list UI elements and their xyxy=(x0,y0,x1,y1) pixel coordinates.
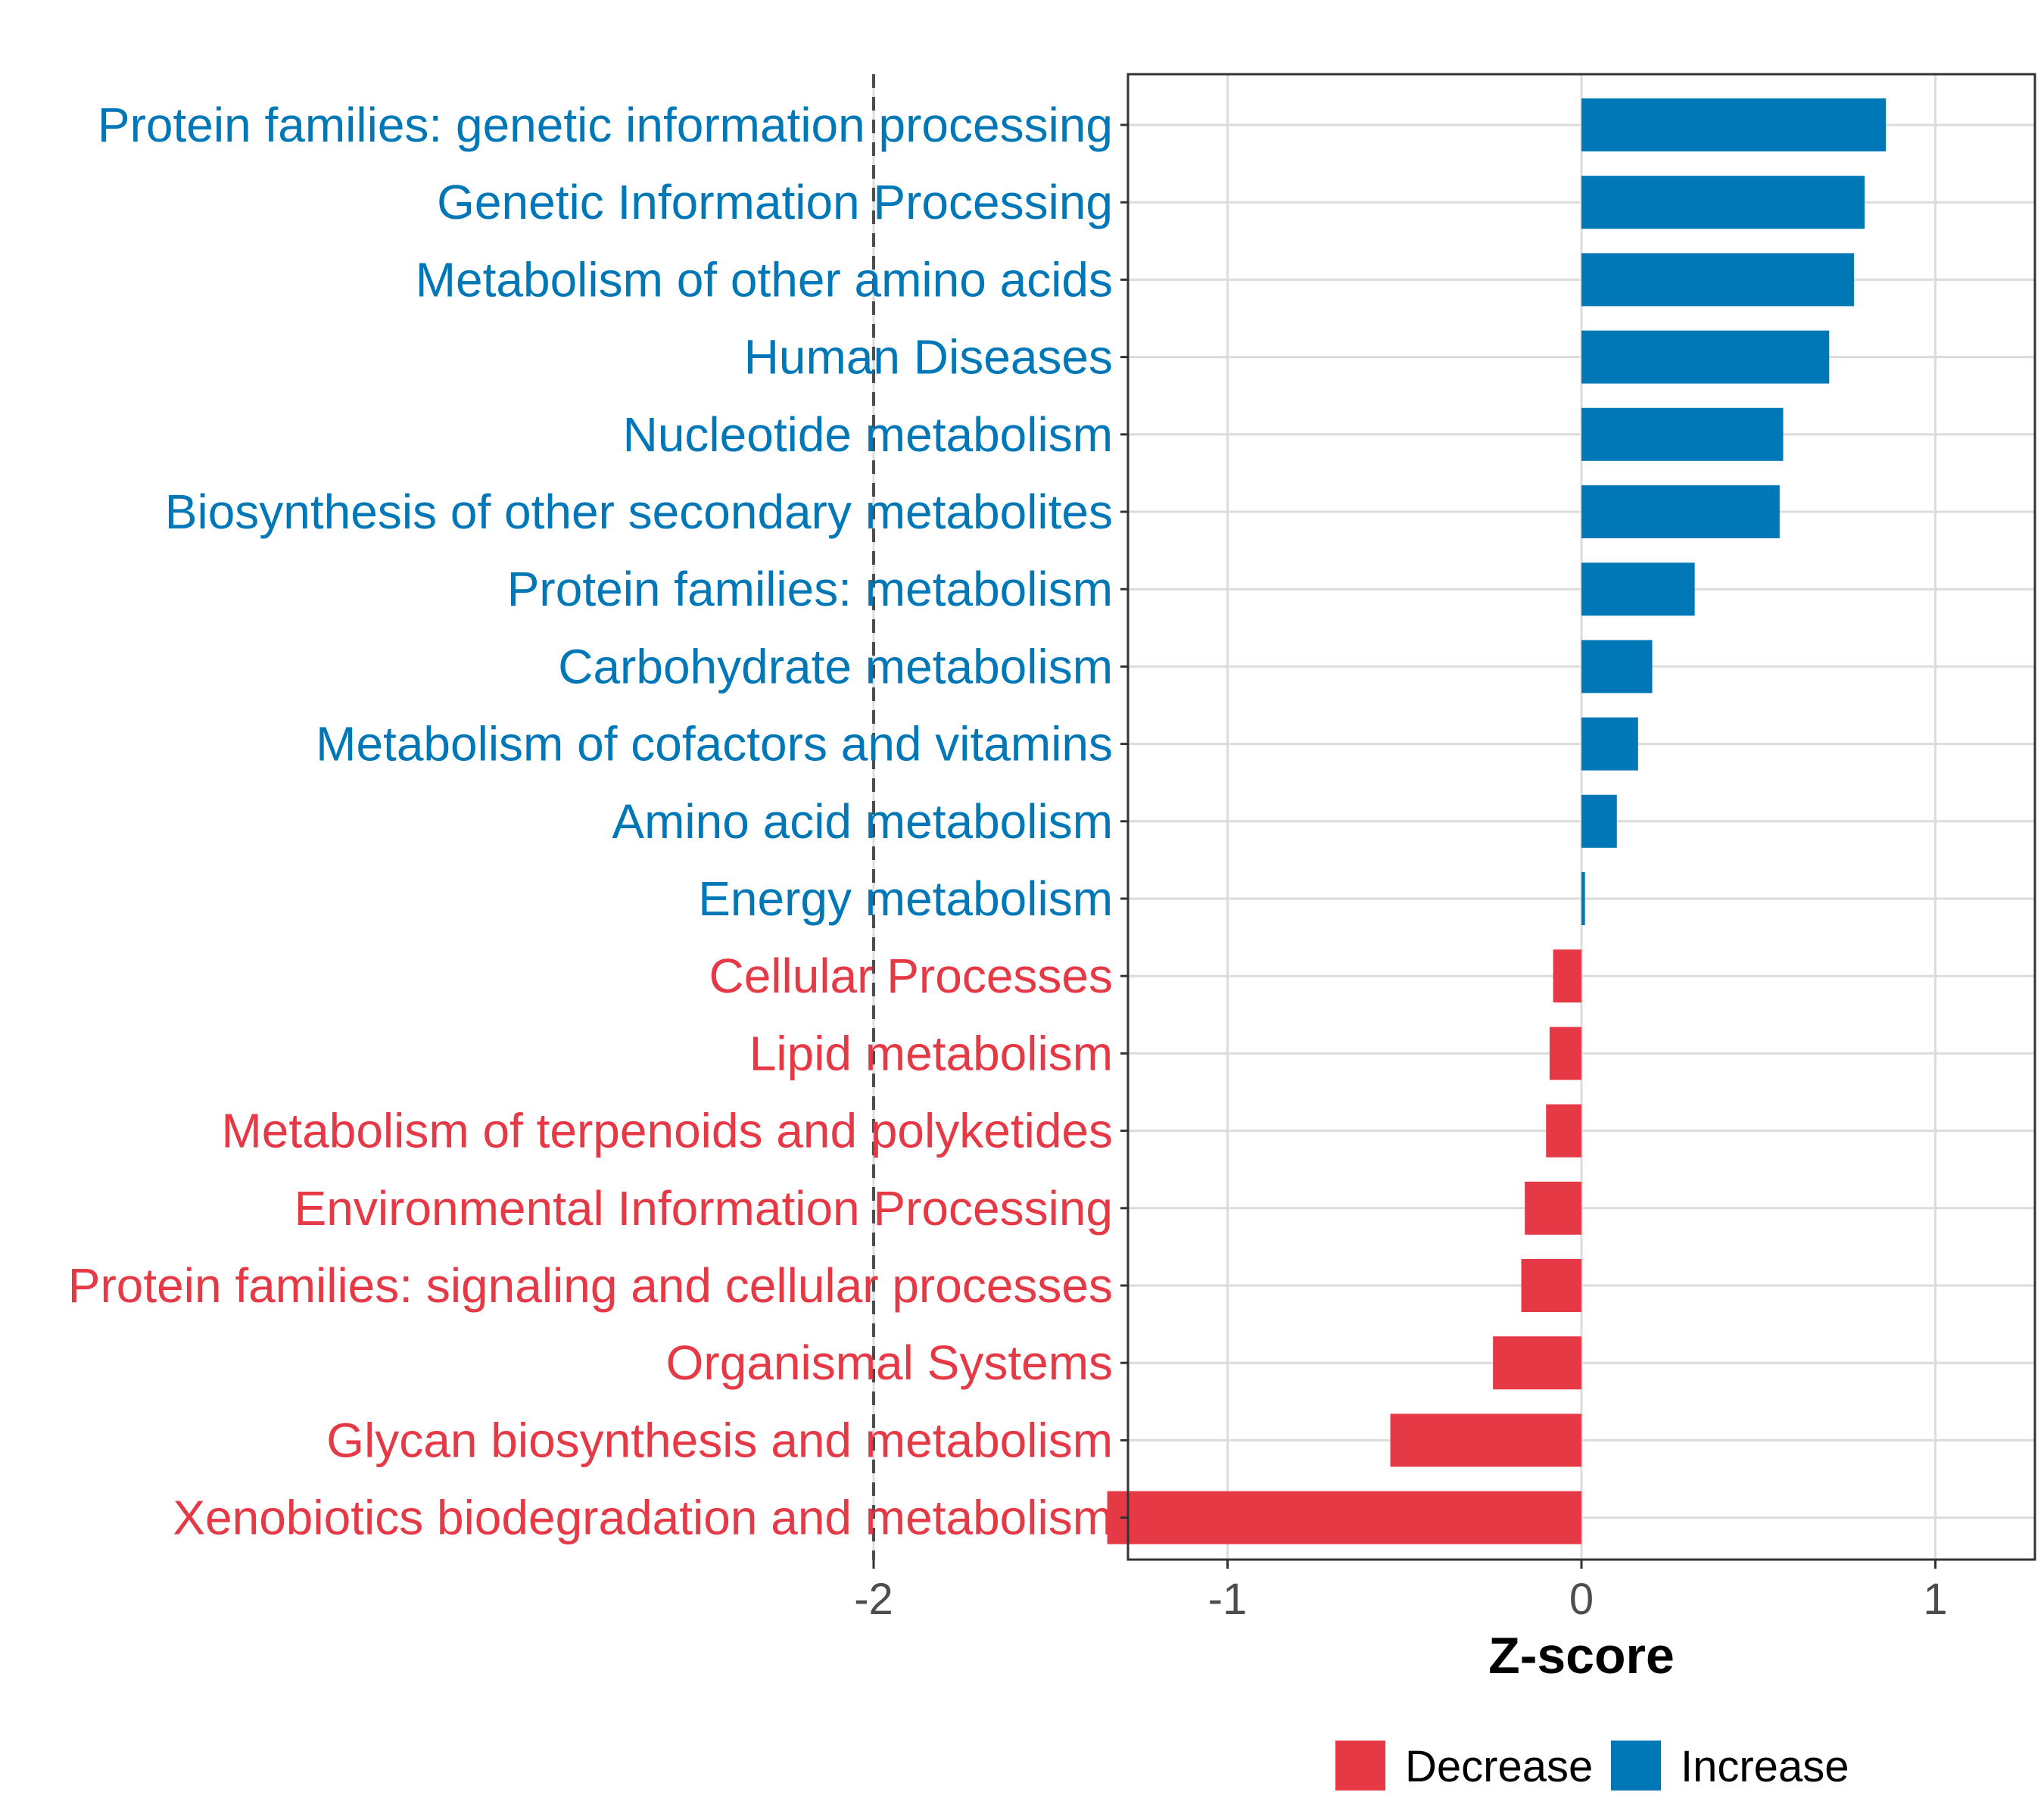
category-label: Protein families: metabolism xyxy=(507,562,1113,616)
category-label: Protein families: signaling and cellular… xyxy=(68,1258,1113,1313)
bar-6 xyxy=(1581,485,1780,538)
category-label: Cellular Processes xyxy=(709,949,1113,1003)
category-label: Metabolism of other amino acids xyxy=(416,252,1113,307)
x-axis-title: Z-score xyxy=(1488,1627,1675,1685)
legend-swatch-increase xyxy=(1611,1741,1661,1791)
bar-16 xyxy=(1521,1259,1581,1312)
bar-15 xyxy=(1525,1181,1581,1235)
bar-11 xyxy=(1581,872,1585,925)
legend-label-decrease: Decrease xyxy=(1405,1742,1593,1791)
bar-8 xyxy=(1581,640,1653,693)
reference-lines xyxy=(872,74,875,1560)
legend: Decrease Increase xyxy=(1335,1741,1849,1791)
x-axis: -2-1012 xyxy=(854,1560,1948,1624)
bar-13 xyxy=(1549,1027,1581,1080)
category-label: Metabolism of cofactors and vitamins xyxy=(316,717,1113,771)
x-tick-label: -1 xyxy=(1208,1575,1248,1624)
category-label: Metabolism of terpenoids and polyketides xyxy=(221,1104,1113,1158)
bar-2 xyxy=(1581,176,1865,229)
category-label: Human Diseases xyxy=(744,330,1113,385)
bar-17 xyxy=(1493,1336,1581,1390)
bar-4 xyxy=(1581,330,1830,384)
category-label: Glycan biosynthesis and metabolism xyxy=(326,1413,1113,1467)
category-label: Carbohydrate metabolism xyxy=(558,639,1113,693)
y-axis: Protein families: genetic information pr… xyxy=(68,98,1128,1545)
bar-10 xyxy=(1581,794,1617,848)
category-label: Protein families: genetic information pr… xyxy=(98,98,1113,152)
category-label: Nucleotide metabolism xyxy=(623,407,1113,462)
bar-18 xyxy=(1390,1413,1581,1467)
legend-label-increase: Increase xyxy=(1681,1742,1849,1791)
x-tick-label: 1 xyxy=(1923,1575,1947,1624)
category-label: Amino acid metabolism xyxy=(612,794,1113,849)
bar-3 xyxy=(1581,253,1854,307)
bar-1 xyxy=(1581,98,1887,151)
legend-swatch-decrease xyxy=(1335,1741,1385,1791)
bar-19 xyxy=(1107,1491,1581,1544)
category-label: Biosynthesis of other secondary metaboli… xyxy=(165,485,1113,539)
category-label: Organismal Systems xyxy=(666,1335,1113,1390)
x-tick-label: -2 xyxy=(854,1575,893,1624)
category-label: Environmental Information Processing xyxy=(294,1181,1113,1236)
x-tick-label: 0 xyxy=(1569,1575,1594,1624)
category-label: Xenobiotics biodegradation and metabolis… xyxy=(173,1491,1113,1545)
bar-7 xyxy=(1581,563,1695,616)
bar-layer xyxy=(1107,98,1887,1544)
bar-12 xyxy=(1553,949,1581,1003)
bar-5 xyxy=(1581,407,1784,461)
category-label: Lipid metabolism xyxy=(749,1026,1113,1080)
bar-14 xyxy=(1546,1104,1581,1158)
bar-9 xyxy=(1581,717,1638,771)
category-label: Genetic Information Processing xyxy=(437,175,1113,229)
category-label: Energy metabolism xyxy=(698,871,1113,926)
